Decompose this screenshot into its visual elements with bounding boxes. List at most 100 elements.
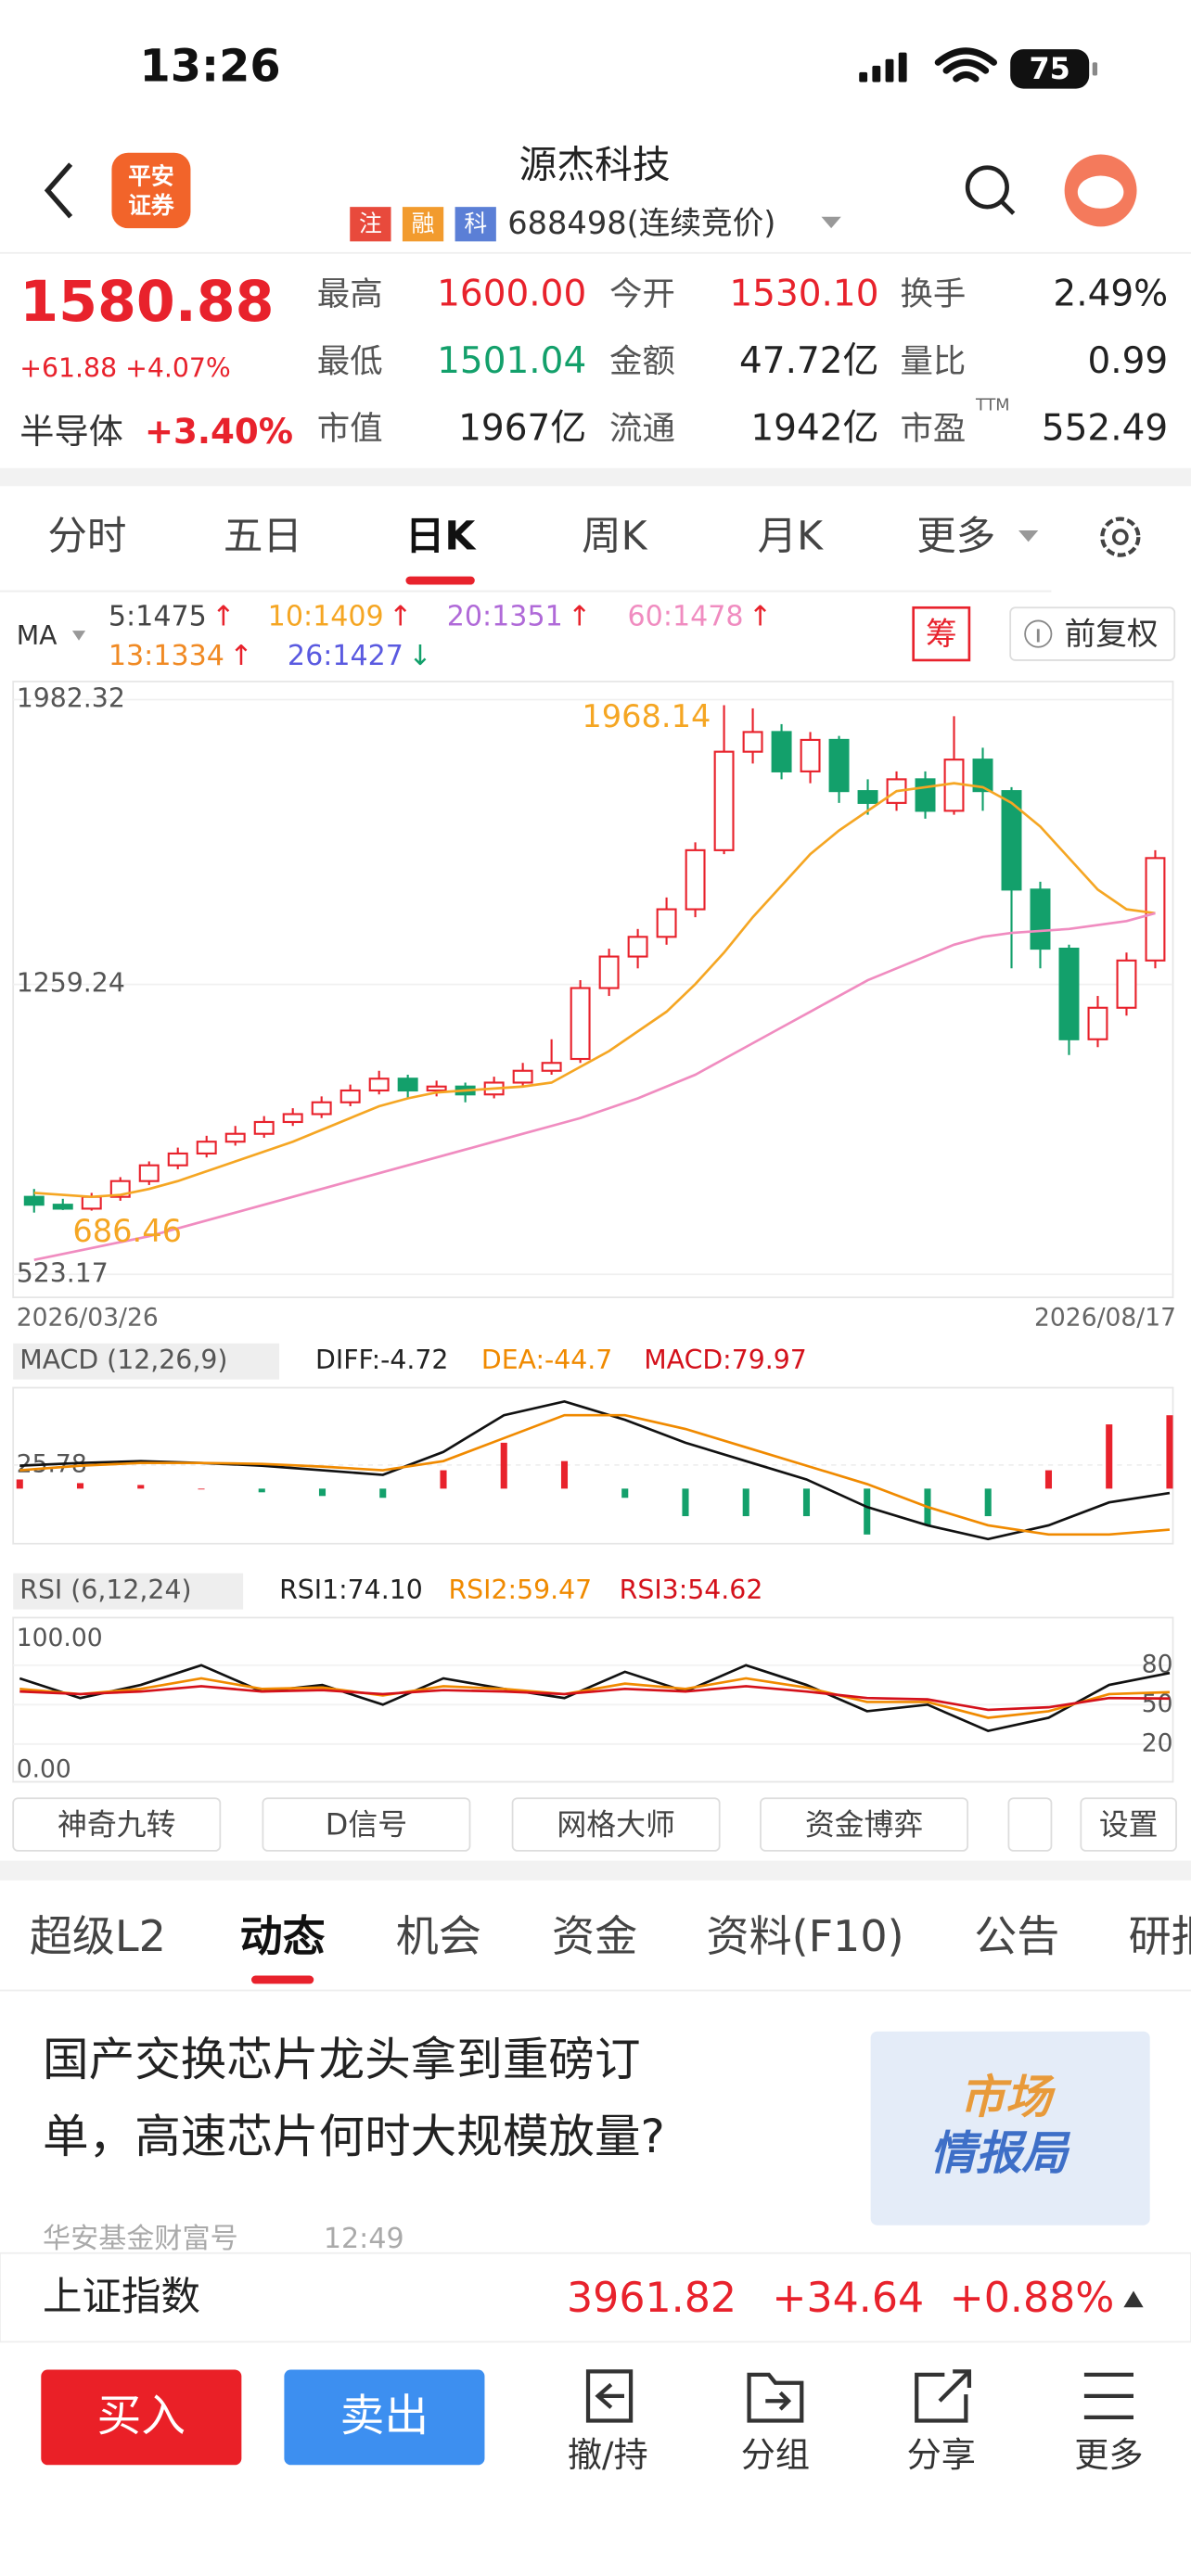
buy-button[interactable] — [41, 2369, 242, 2466]
field-value: 1942亿 — [750, 408, 878, 450]
withdraw-icon[interactable] — [585, 2369, 634, 2423]
news-title[interactable]: 国产交换芯片龙头拿到重磅订 — [43, 2033, 641, 2086]
news-tab[interactable]: 资料(F10) — [707, 1911, 904, 1961]
tool-button[interactable] — [1080, 1797, 1177, 1852]
tool-button[interactable] — [511, 1797, 721, 1852]
rsi-header[interactable] — [13, 1573, 244, 1610]
macd-bar — [864, 1488, 871, 1535]
settings-hub — [1111, 529, 1129, 545]
indicator-stat: RSI2:59.47 — [448, 1575, 592, 1605]
battery-tip — [1092, 62, 1098, 76]
news-time: 12:49 — [324, 2223, 404, 2255]
action-label[interactable]: 更多 — [1074, 2434, 1143, 2475]
tool-button[interactable] — [1007, 1797, 1053, 1852]
ma-trend: ↑ — [229, 640, 252, 672]
chart-tab[interactable]: 周K — [582, 514, 648, 559]
section-gap — [0, 1860, 1191, 1881]
macd-bar — [1106, 1424, 1113, 1489]
tool-button[interactable] — [12, 1797, 222, 1852]
ma-label[interactable]: MA — [17, 620, 58, 651]
chart-tab[interactable]: 更多 — [916, 514, 995, 559]
action-label[interactable]: 撤/持 — [568, 2434, 648, 2475]
news-tabs: 超级L2 动态 机会 资金 资料(F10) 公告 研报 — [30, 1911, 1191, 1984]
chart-tab[interactable]: 分时 — [47, 514, 126, 559]
y2-tick-label: 20 — [1142, 1728, 1173, 1757]
search-handle — [1000, 200, 1016, 215]
candle-body — [857, 790, 878, 804]
search-icon[interactable] — [965, 165, 1009, 210]
ma-value: 60:1478 — [628, 600, 744, 632]
more-icon[interactable] — [1083, 2372, 1134, 2420]
candle-body — [339, 1089, 361, 1103]
avatar-face — [1077, 175, 1124, 209]
chart-tab[interactable]: 日K — [405, 514, 478, 559]
candle-body — [512, 1069, 533, 1084]
news-tab[interactable]: 动态 — [240, 1911, 326, 1961]
group-icon[interactable] — [747, 2372, 804, 2423]
news-tab[interactable]: 机会 — [396, 1911, 481, 1961]
charts: 523.17 1259.24 1982.32 1968.14 686.46 2026/03… — [13, 682, 1176, 1784]
candle-body — [1116, 959, 1137, 1009]
news-tab[interactable]: 超级L2 — [30, 1911, 166, 1961]
signal-bar — [872, 65, 881, 83]
index-value: 3961.82 — [567, 2275, 736, 2322]
back-button[interactable] — [44, 162, 73, 219]
buy-text: 买入 — [97, 2391, 186, 2442]
expand-arrow[interactable] — [1123, 2290, 1144, 2308]
share-icon[interactable] — [915, 2369, 972, 2423]
tool-label: 网格大师 — [557, 1806, 674, 1842]
tool-button[interactable] — [760, 1797, 969, 1852]
ma-legend: 5:1475 ↑ 10:1409 ↑ 20:1351 ↑ 60:1478 ↑13:1334 ↑ 2… — [109, 600, 772, 672]
y-tick-label: 1982.32 — [17, 682, 125, 713]
series-line — [19, 1664, 1171, 1733]
macd-bar — [137, 1485, 145, 1489]
macd-header[interactable] — [13, 1343, 280, 1380]
chart-tab[interactable]: 月K — [758, 514, 825, 559]
news-tab[interactable]: 公告 — [974, 1911, 1059, 1961]
candle-body — [915, 778, 936, 812]
candle-body — [311, 1101, 332, 1116]
stock-code[interactable]: 688498(连续竞价) — [507, 205, 775, 241]
ma-value: 13:1334 — [109, 640, 224, 672]
settings-icon[interactable] — [1100, 516, 1141, 557]
signal-bar — [859, 71, 868, 83]
candle-body — [685, 848, 706, 911]
candle-body — [570, 987, 591, 1061]
news-tab[interactable]: 研报 — [1129, 1911, 1191, 1961]
news-image-text: 市场 — [959, 2071, 1057, 2124]
tool-button[interactable] — [262, 1797, 471, 1852]
field-value: 1600.00 — [437, 273, 586, 314]
field-label: 市值 — [317, 410, 383, 448]
candle-body — [742, 731, 763, 753]
macd-bar — [1166, 1415, 1173, 1489]
signal-bar — [898, 52, 907, 83]
sell-button[interactable] — [284, 2369, 485, 2466]
logo-text: 证券 — [128, 192, 175, 219]
candle-body — [541, 1062, 562, 1072]
tool-buttons: 神奇九转 D信号 网格大师 资金博弈 设置 — [12, 1797, 1177, 1852]
y-tick-label: 1259.24 — [17, 968, 125, 999]
adjust-text: 前复权 — [1065, 616, 1159, 652]
candle-body — [253, 1120, 275, 1135]
news-title[interactable]: 单，高速芯片何时大规模放量? — [43, 2110, 665, 2163]
field-label: 最低 — [317, 342, 383, 380]
action-label[interactable]: 分组 — [741, 2434, 810, 2475]
macd-bar — [984, 1488, 992, 1517]
clock: 13:26 — [140, 41, 281, 92]
y-tick-label: 0.00 — [17, 1755, 71, 1784]
candle-body — [397, 1078, 418, 1092]
candle-body — [627, 936, 648, 958]
index-change: +34.64 — [772, 2275, 924, 2322]
adjust-button[interactable] — [1009, 606, 1176, 661]
field-value: 1530.10 — [729, 273, 878, 314]
macd-bar — [500, 1442, 507, 1489]
news-tab[interactable]: 资金 — [552, 1911, 637, 1961]
index-name: 上证指数 — [43, 2275, 200, 2320]
candle-body — [713, 750, 735, 851]
action-label[interactable]: 分享 — [907, 2434, 976, 2475]
chip-button[interactable] — [912, 606, 971, 662]
news-image[interactable] — [870, 2031, 1150, 2225]
chart-tab[interactable]: 五日 — [224, 514, 302, 559]
candle-body — [282, 1113, 303, 1124]
action-icons — [585, 2369, 1134, 2423]
